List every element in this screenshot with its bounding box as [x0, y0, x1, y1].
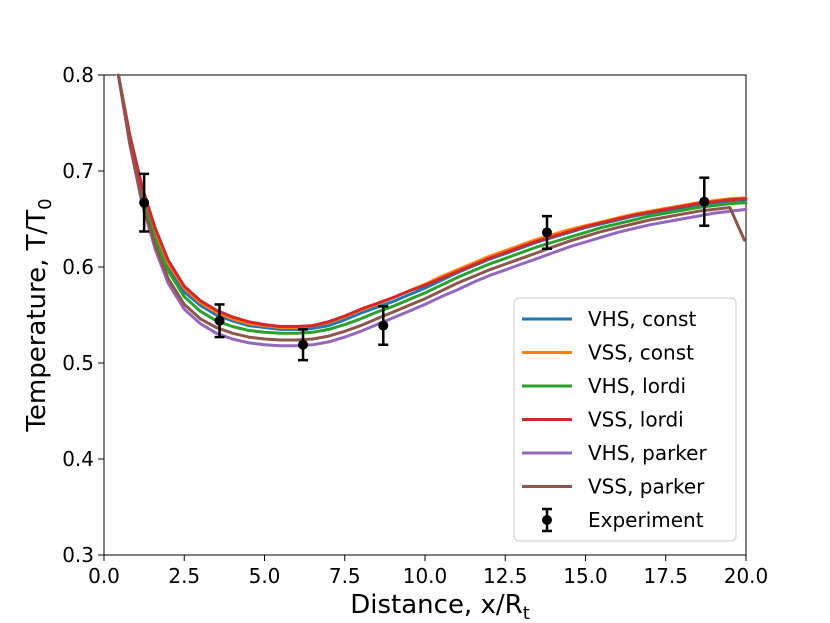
series-line-vhs-parker — [116, 73, 748, 348]
y-tick-label: 0.6 — [62, 255, 94, 279]
legend-box — [513, 297, 737, 542]
series-lines — [116, 73, 748, 348]
legend: VHS, const VSS, const VHS, lordi VSS, lordi… — [513, 297, 737, 542]
experiment-point — [298, 339, 309, 350]
x-axis-label: Distance, x/Rt — [350, 590, 530, 623]
legend-label: VSS, const — [588, 341, 694, 365]
series-line-vss-lordi — [116, 73, 748, 328]
x-tick-label: 2.5 — [168, 564, 200, 588]
axis-ticks: 0.0 2.5 5.0 7.5 10.0 12.5 15.0 17.5 20.0 0.3 0.4 0.… — [62, 63, 768, 588]
x-tick-label: 5.0 — [249, 564, 281, 588]
legend-label: VSS, lordi — [588, 408, 684, 432]
legend-label: Experiment — [588, 508, 704, 532]
experiment-point — [699, 196, 710, 207]
legend-experiment-marker — [542, 515, 552, 525]
legend-label: VHS, const — [588, 307, 696, 331]
x-tick-label: 0.0 — [88, 564, 120, 588]
legend-label: VSS, parker — [588, 475, 705, 499]
y-tick-label: 0.3 — [62, 543, 94, 567]
experiment-points — [139, 172, 710, 362]
y-tick-label: 0.7 — [62, 159, 94, 183]
experiment-point — [214, 315, 225, 326]
x-tick-label: 10.0 — [403, 564, 448, 588]
y-tick-label: 0.4 — [62, 447, 94, 471]
legend-label: VHS, lordi — [588, 374, 686, 398]
x-tick-label: 7.5 — [329, 564, 361, 588]
y-axis-label: Temperature, T/T0 — [22, 198, 56, 432]
y-tick-label: 0.8 — [62, 63, 94, 87]
x-tick-label: 12.5 — [483, 564, 528, 588]
x-tick-label: 17.5 — [643, 564, 688, 588]
x-tick-label: 15.0 — [563, 564, 608, 588]
x-tick-label: 20.0 — [724, 564, 769, 588]
experiment-point — [541, 227, 552, 238]
series-line-vhs-const — [116, 73, 748, 331]
legend-label: VHS, parker — [588, 441, 707, 465]
series-line-vhs-lordi — [116, 73, 748, 335]
experiment-point — [378, 320, 389, 331]
series-line-vss-parker — [116, 73, 746, 342]
experiment-point — [139, 197, 150, 208]
y-tick-label: 0.5 — [62, 351, 94, 375]
